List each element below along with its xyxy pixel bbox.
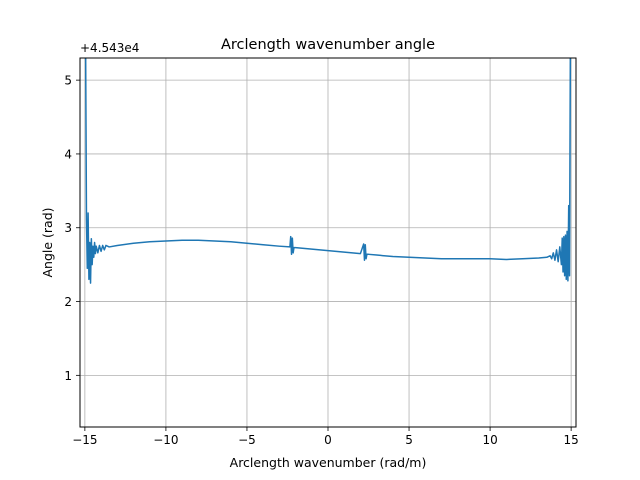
y-tick-label: 3 xyxy=(64,221,72,235)
tick-layer: −15 −10 −5 0 5 10 15 1 2 3 4 5 xyxy=(64,74,578,447)
y-axis-label: Angle (rad) xyxy=(40,207,55,277)
y-tick-label: 4 xyxy=(64,147,72,161)
x-tick-label: 10 xyxy=(482,433,497,447)
x-tick-label: 5 xyxy=(405,433,413,447)
y-offset-label: +4.543e4 xyxy=(80,41,139,55)
grid-lines xyxy=(80,58,576,427)
y-tick-label: 5 xyxy=(64,74,72,88)
x-tick-label: 0 xyxy=(324,433,332,447)
y-tick-label: 1 xyxy=(64,369,72,383)
x-tick-label: 15 xyxy=(563,433,578,447)
series-line-0 xyxy=(84,57,572,284)
series-layer xyxy=(84,57,572,284)
x-tick-label: −10 xyxy=(153,433,178,447)
x-tick-label: −5 xyxy=(238,433,256,447)
y-tick-label: 2 xyxy=(64,295,72,309)
x-tick-label: −15 xyxy=(72,433,97,447)
chart-title: Arclength wavenumber angle xyxy=(221,37,435,53)
x-axis-label: Arclength wavenumber (rad/m) xyxy=(230,455,427,470)
